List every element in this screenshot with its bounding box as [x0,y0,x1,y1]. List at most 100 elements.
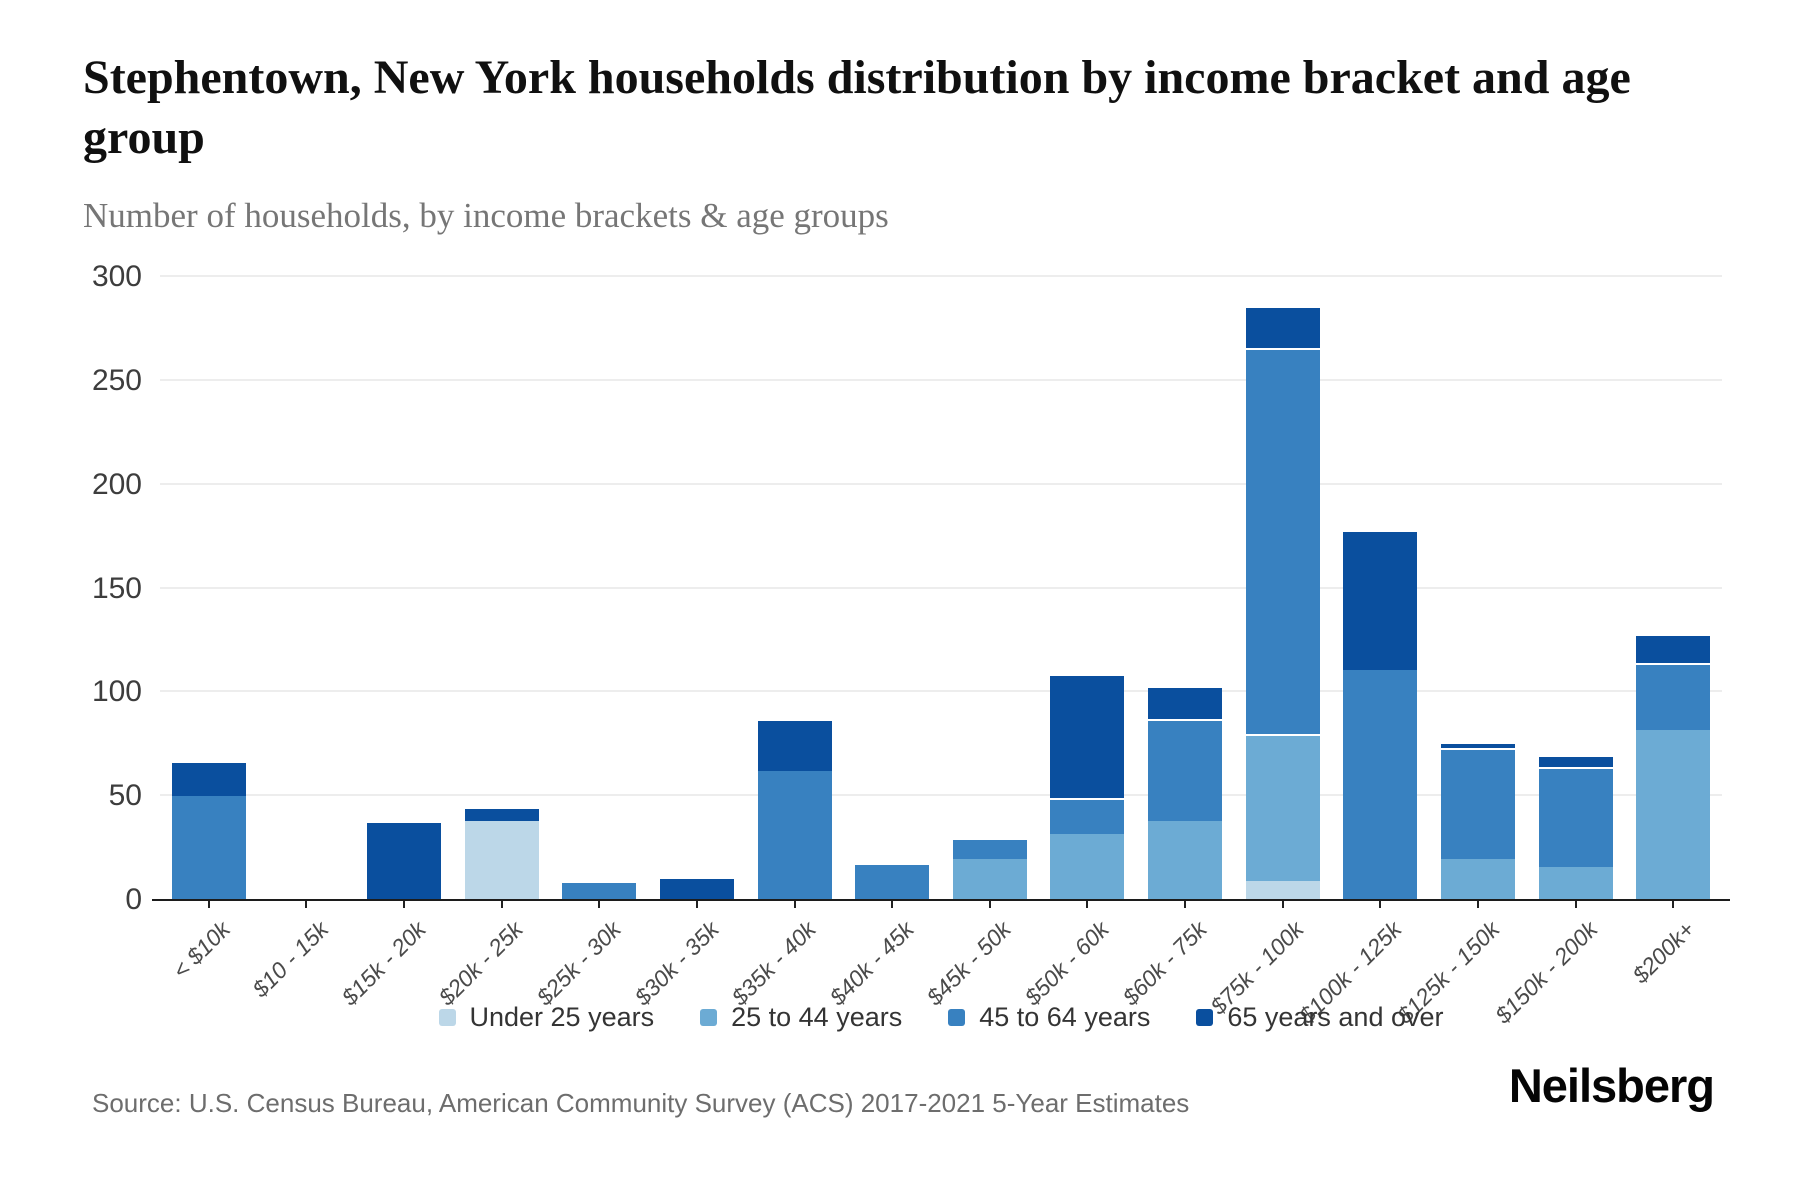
x-axis-tick [1281,900,1284,908]
x-axis-tick [695,900,698,908]
y-axis-label: 50 [108,779,142,813]
bar-segment[interactable] [1245,733,1320,882]
x-axis-label: $20k - 25k [433,916,529,1011]
x-axis-label: $60k - 75k [1117,916,1212,1011]
bar-segment[interactable] [171,760,246,797]
x-axis-label: $40k - 45k [824,916,919,1011]
legend-item[interactable]: Under 25 years [438,1002,655,1033]
x-axis-tick [207,900,210,908]
x-axis-line [152,899,1730,901]
bar-segment[interactable] [1245,306,1320,348]
bar-segment[interactable] [1050,673,1125,799]
legend: Under 25 years 25 to 44 years 45 to 64 yea… [160,1002,1722,1033]
y-axis-label: 300 [91,260,142,293]
gridline [160,586,1722,589]
stacked-bar [952,837,1027,900]
x-axis-label: $200k+ [1627,916,1700,989]
bar-segment[interactable] [1148,821,1223,900]
gridline [160,690,1722,693]
bar-slot: $25k - 30k [531,240,649,1010]
bar-segment[interactable] [1148,686,1223,720]
bar-segment[interactable] [1148,719,1223,822]
bar-segment[interactable] [855,864,930,900]
stacked-bar [1245,306,1320,900]
plot-area: 0 50 100 150 200 250 300 < $10k $10 - 15k $15k -… [92,240,1730,1028]
bars-layer: < $10k $10 - 15k $15k - 20k $20k - 25k $25k … [160,240,1722,1028]
legend-swatch-icon [948,1009,966,1026]
legend-swatch-icon [438,1009,456,1026]
gridline [160,378,1722,381]
legend-label: Under 25 years [469,1002,655,1032]
bar-segment[interactable] [367,823,442,900]
x-axis-label: $10 - 15k [246,916,333,1003]
legend-swatch-icon [1196,1009,1214,1026]
bar-slot: $200k+ [1624,240,1722,988]
bar-segment[interactable] [1440,748,1515,859]
x-axis-tick [793,900,796,908]
stacked-bar [1636,634,1711,900]
bar-slot: $75k - 100k [1206,240,1332,1019]
bar-slot: $35k - 40k [727,240,844,1010]
legend-label: 65 years and over [1227,1002,1444,1032]
neilsberg-logo: Neilsberg [1508,1059,1715,1112]
legend-item[interactable]: 45 to 64 years [948,1002,1150,1033]
legend-item[interactable]: 25 to 44 years [700,1002,902,1033]
bar-segment[interactable] [1636,634,1711,664]
gridline [160,275,1722,277]
chart-title: Stephentown, New York households distrib… [83,51,1631,164]
bar-slot: $15k - 20k [336,240,453,1010]
stacked-bar [464,806,539,900]
bar-segment[interactable] [1245,347,1320,734]
bar-slot: $40k - 45k [824,240,941,1010]
bar-slot: $20k - 25k [434,240,551,1010]
stacked-bar [659,879,734,900]
legend-item[interactable]: 65 years and over [1196,1002,1444,1033]
x-axis-label: $50k - 60k [1019,916,1114,1011]
bar-segment[interactable] [1636,729,1711,900]
bar-segment[interactable] [464,821,539,900]
x-axis-label: $25k - 30k [531,916,626,1011]
bar-segment[interactable] [1245,881,1320,900]
bar-segment[interactable] [171,796,246,900]
bar-segment[interactable] [1050,798,1125,834]
y-axis-label: 150 [91,571,142,605]
gridline [160,794,1722,797]
stacked-bar [171,760,246,900]
x-axis-label: < $10k [167,916,236,984]
x-axis-tick [1379,900,1382,908]
y-axis-label: 250 [91,363,142,397]
bar-segment[interactable] [757,771,832,900]
bar-segment[interactable] [1538,754,1613,768]
bar-segment[interactable] [1440,742,1515,749]
stacked-bar [562,883,637,900]
bar-segment[interactable] [562,883,637,900]
bar-slot: $125k - 150k [1392,240,1527,1028]
bar-segment[interactable] [659,879,734,900]
x-axis-tick [598,900,601,908]
bar-segment[interactable] [1538,767,1613,867]
bar-segment[interactable] [1440,858,1515,900]
bar-slot: < $10k [160,240,258,984]
bar-segment[interactable] [1636,663,1711,730]
x-axis-tick [988,900,991,908]
legend-swatch-icon [700,1009,718,1026]
source-note: Source: U.S. Census Bureau, American Com… [92,1088,1190,1118]
x-axis-tick [1184,900,1187,908]
bar-segment[interactable] [1343,669,1418,900]
x-axis-tick [500,900,503,908]
x-axis-tick [1672,900,1675,908]
bar-slot: $30k - 35k [629,240,746,1010]
stacked-bar [1343,530,1418,900]
bar-slot: $60k - 75k [1117,240,1234,1010]
bar-segment[interactable] [1343,530,1418,670]
bar-segment[interactable] [1538,866,1613,900]
bar-segment[interactable] [757,719,832,772]
x-axis-label: $30k - 35k [628,916,724,1011]
x-axis-tick [305,900,308,908]
x-axis-tick [1574,900,1577,908]
bar-segment[interactable] [1050,833,1125,900]
bar-segment[interactable] [952,858,1027,900]
bar-segment[interactable] [464,806,539,822]
stacked-bar [1050,673,1125,900]
bar-segment[interactable] [952,837,1027,859]
